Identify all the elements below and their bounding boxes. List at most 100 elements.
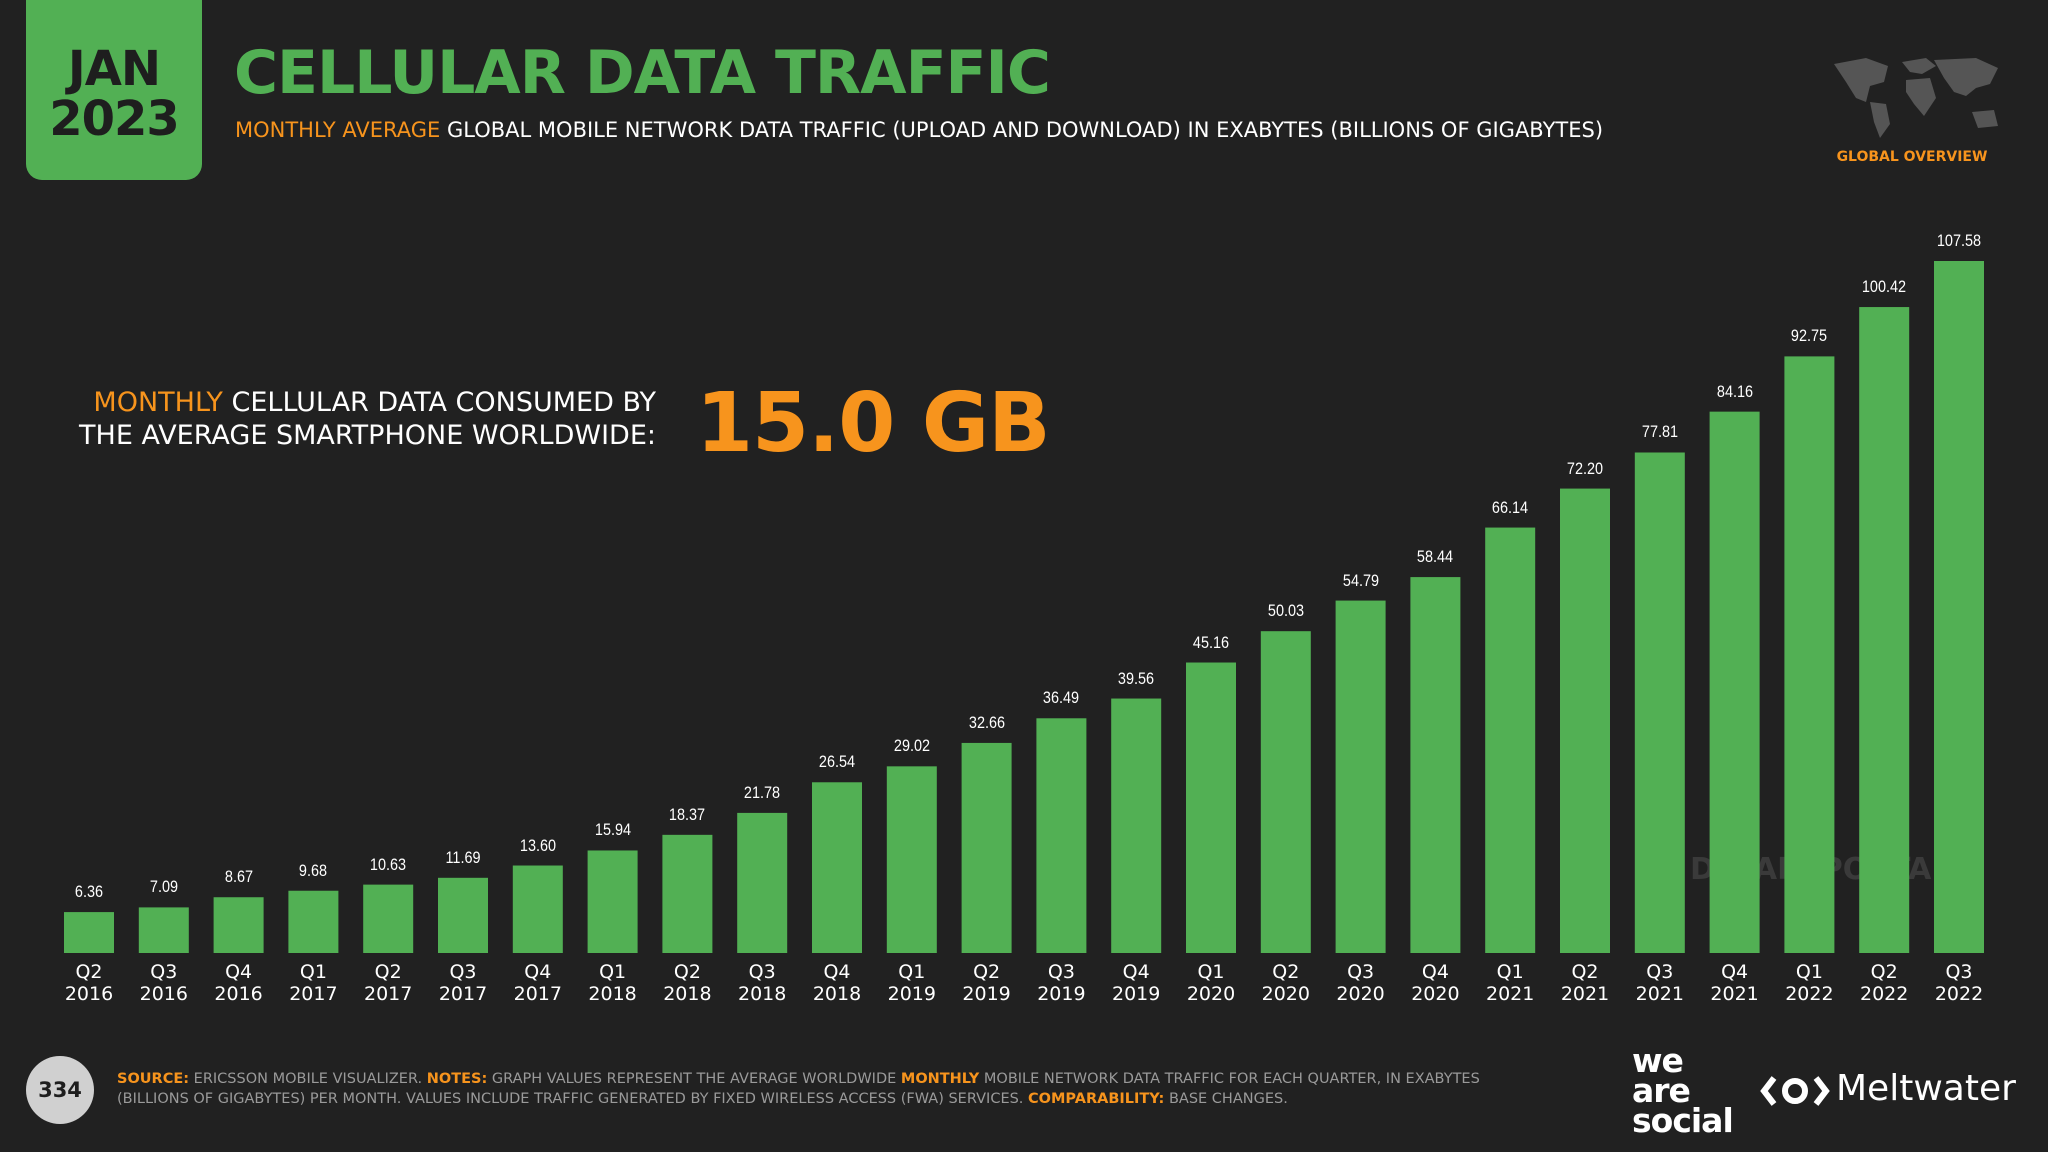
value-label: 13.60 — [519, 835, 556, 855]
bar — [1784, 356, 1835, 953]
page-number: 334 — [26, 1056, 94, 1124]
value-label: 26.54 — [818, 752, 856, 772]
subtitle-highlight: MONTHLY AVERAGE — [235, 118, 441, 142]
year: 2023 — [49, 91, 180, 147]
x-tick-label: Q2 2016 — [64, 961, 114, 1005]
value-label: 10.63 — [370, 854, 407, 874]
comparability-label: COMPARABILITY: — [1028, 1091, 1165, 1107]
value-label: 92.75 — [1791, 326, 1828, 346]
callout: MONTHLY CELLULAR DATA CONSUMED BY THE AV… — [79, 386, 656, 452]
notes-label: NOTES: — [426, 1071, 488, 1087]
value-label: 39.56 — [1118, 668, 1155, 688]
x-tick-label: Q1 2019 — [887, 961, 936, 1005]
bar — [1111, 698, 1162, 953]
comparability: BASE CHANGES. — [1168, 1091, 1288, 1107]
bar — [1260, 631, 1311, 953]
callout-text: CELLULAR DATA CONSUMED BY — [231, 387, 657, 418]
bar — [1186, 662, 1236, 953]
logo-word: social — [1632, 1101, 1734, 1140]
bar — [1560, 488, 1610, 953]
section-label: GLOBAL OVERVIEW — [1836, 149, 1988, 165]
x-tick-label: Q1 2022 — [1785, 961, 1834, 1005]
value-label: 72.20 — [1566, 458, 1604, 478]
x-tick-label: Q4 2016 — [214, 961, 263, 1005]
value-label: 45.16 — [1192, 632, 1230, 652]
x-tick-label: Q4 2019 — [1112, 961, 1161, 1005]
x-tick-label: Q3 2021 — [1635, 961, 1684, 1005]
x-tick-label: Q1 2021 — [1486, 961, 1535, 1005]
title: CELLULAR DATA TRAFFIC — [234, 38, 1051, 108]
value-label: 18.37 — [669, 804, 706, 824]
bar — [961, 742, 1012, 953]
date-box: JAN 2023 — [26, 0, 202, 180]
subtitle: MONTHLY AVERAGE GLOBAL MOBILE NETWORK DA… — [235, 118, 1603, 142]
callout-highlight: MONTHLY — [93, 387, 223, 418]
world-map-icon — [1834, 58, 1998, 138]
we-are-social-logo: we are social — [1632, 1041, 1734, 1140]
notes: GRAPH VALUES REPRESENT THE AVERAGE WORLD… — [491, 1071, 897, 1087]
x-tick-label: Q2 2021 — [1560, 961, 1610, 1005]
callout-line1: MONTHLY CELLULAR DATA CONSUMED BY — [79, 386, 656, 419]
callout-value: 15.0 GB — [696, 376, 1051, 471]
icon-chevrons — [1760, 1076, 1830, 1106]
bar — [587, 850, 638, 953]
bar — [288, 890, 339, 953]
bar — [64, 912, 114, 953]
value-label: 6.36 — [74, 882, 104, 902]
logo-word: are — [1632, 1071, 1691, 1110]
value-label: 84.16 — [1716, 381, 1753, 401]
bar — [1709, 411, 1760, 953]
value-label: 11.69 — [445, 847, 481, 867]
x-tick-label: Q4 2021 — [1710, 961, 1759, 1005]
x-tick-label: Q2 2022 — [1860, 961, 1909, 1005]
map-shape — [1834, 58, 1998, 138]
x-tick-label: Q3 2019 — [1037, 961, 1086, 1005]
x-tick-label: Q4 2020 — [1411, 961, 1460, 1005]
value-label: 66.14 — [1492, 497, 1529, 517]
meltwater-icon — [1760, 1076, 1830, 1106]
footer-notes: SOURCE: ERICSSON MOBILE VISUALIZER. NOTE… — [117, 1069, 1537, 1109]
x-tick-label: Q4 2018 — [812, 961, 862, 1005]
x-tick-label: Q2 2019 — [962, 961, 1011, 1005]
value-label: 9.68 — [299, 860, 328, 880]
value-label: 8.67 — [224, 867, 253, 887]
x-tick-label: Q2 2020 — [1261, 961, 1310, 1005]
value-label: 50.03 — [1267, 601, 1304, 621]
value-label: 7.09 — [149, 877, 178, 897]
x-tick-label: Q3 2022 — [1934, 961, 1984, 1005]
source-label: SOURCE: — [117, 1071, 190, 1087]
value-label: 100.42 — [1862, 277, 1907, 297]
source: ERICSSON MOBILE VISUALIZER. — [193, 1071, 423, 1087]
bar — [1036, 718, 1087, 953]
bar — [1335, 600, 1386, 953]
callout-line2: THE AVERAGE SMARTPHONE WORLDWIDE: — [79, 420, 656, 451]
value-label: 77.81 — [1641, 422, 1678, 442]
notes: MOBILE NETWORK DATA TRAFFIC FOR EACH QUA… — [117, 1071, 1480, 1107]
bar — [1934, 261, 1984, 953]
logo-word: we — [1632, 1041, 1684, 1080]
subtitle-text: GLOBAL MOBILE NETWORK DATA TRAFFIC (UPLO… — [447, 118, 1604, 142]
value-label: 32.66 — [968, 712, 1005, 732]
x-tick-label: Q3 2016 — [139, 961, 188, 1005]
x-tick-label: Q2 2018 — [663, 961, 712, 1005]
x-tick-label: Q1 2020 — [1186, 961, 1236, 1005]
bar — [363, 884, 414, 953]
meltwater-logo: Meltwater — [1836, 1068, 2016, 1109]
x-tick-label: Q3 2017 — [438, 961, 488, 1005]
value-label: 21.78 — [744, 782, 781, 802]
x-tick-label: Q2 2017 — [364, 961, 413, 1005]
value-label: 58.44 — [1417, 547, 1454, 567]
value-label: 107.58 — [1936, 231, 1982, 250]
month: JAN — [67, 41, 161, 97]
bar — [213, 897, 264, 953]
bar — [886, 766, 937, 953]
bar — [512, 865, 563, 953]
notes-highlight: MONTHLY — [900, 1071, 980, 1087]
x-tick-label: Q3 2020 — [1336, 961, 1385, 1005]
x-tick-label: Q1 2018 — [588, 961, 637, 1005]
value-label: 29.02 — [893, 736, 930, 756]
value-label: 54.79 — [1342, 570, 1379, 590]
bar — [138, 907, 189, 953]
